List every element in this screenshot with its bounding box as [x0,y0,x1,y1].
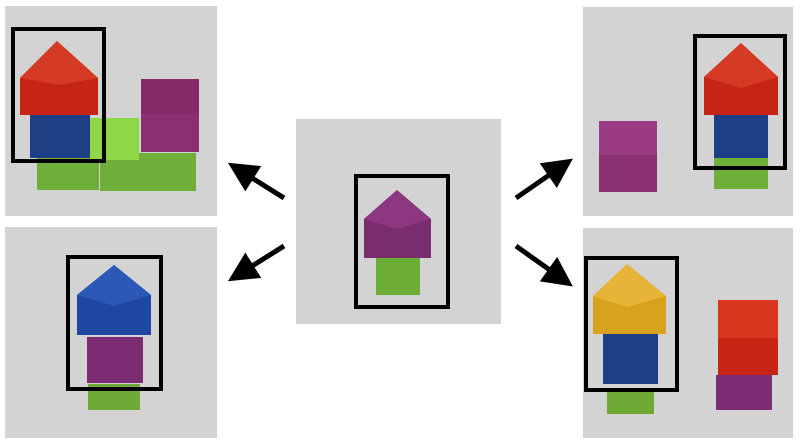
panel-top-left [5,6,217,216]
arrow-up-right [514,158,573,201]
blue-cube [714,114,768,158]
green-cube [714,158,768,189]
purple-roof-top [364,190,431,229]
arrow-down-left [227,243,286,282]
green-cube [376,258,420,295]
green-cube-bright [90,118,139,160]
purple-cube [87,337,143,383]
arrow-down-right [514,243,573,287]
purple-cube [716,375,772,410]
red-roof-top [20,41,98,85]
selection-frame [11,27,106,163]
green-cube [607,390,654,414]
selection-frame [584,256,679,392]
blue-roof-top [77,265,151,306]
selection-frame [354,174,450,309]
selection-frame [66,255,163,391]
arrow-up-left [227,162,286,201]
panel-bottom-right [583,228,793,438]
green-base-left [37,158,99,190]
selection-frame [693,34,787,170]
purple-cube-top [599,121,657,155]
panel-bottom-left [5,227,217,438]
purple-cube-top [141,79,199,114]
blue-cube [603,334,658,384]
yellow-roof-top [593,264,666,307]
blue-cube [30,113,90,158]
center-panel [296,119,501,324]
red-cube-top [718,300,778,338]
red-roof-top [704,43,778,88]
panel-top-right [583,7,793,216]
